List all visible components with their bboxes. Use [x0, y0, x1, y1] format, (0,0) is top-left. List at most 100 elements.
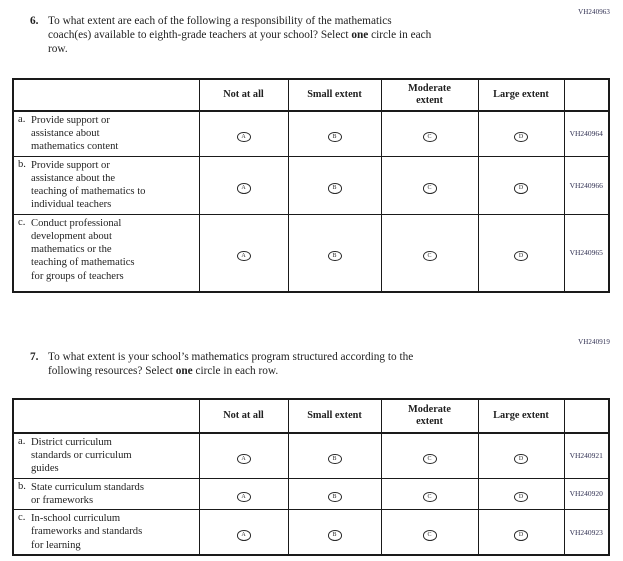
answer-bubble-c[interactable]: C [422, 453, 437, 465]
row-label-cell: a. District curriculum standards or curri… [12, 432, 200, 479]
row-label-cell: a. Provide support or assistance about ma… [12, 110, 200, 157]
survey-item-code-q6: VH240963 [578, 8, 610, 16]
answer-bubble-a[interactable]: A [236, 530, 251, 541]
answer-bubble-b[interactable]: B [327, 530, 342, 541]
row-label: District curriculum standards or curricu… [31, 437, 132, 475]
row-label-cell: b. State curriculum standards or framewor… [12, 477, 200, 511]
row-item-code: VH240965 [563, 213, 610, 293]
option-cell: B [287, 509, 382, 556]
answer-bubble-d[interactable]: D [514, 491, 528, 503]
option-cell: D [477, 213, 565, 293]
option-cell: D [477, 509, 565, 556]
question-7-text-bold: one [175, 365, 193, 377]
option-cell: A [198, 509, 289, 556]
answer-bubble-b[interactable]: B [327, 491, 342, 503]
table-row: b. State curriculum standards or framewor… [12, 477, 610, 511]
question-6-text-pre: To what extent are each of the following… [48, 15, 392, 41]
answer-bubble-c[interactable]: C [422, 250, 437, 262]
answer-bubble-a[interactable]: A [236, 250, 251, 262]
option-cell: D [477, 155, 565, 215]
option-cell: D [477, 110, 565, 157]
option-cell: B [287, 213, 382, 293]
row-label: State curriculum standards or frameworks [31, 481, 144, 506]
table-row: a. Provide support or assistance about ma… [12, 110, 610, 157]
question-6-number: 6. [30, 15, 39, 27]
row-item-code: VH240923 [563, 509, 610, 556]
answer-bubble-d[interactable]: D [514, 453, 528, 465]
option-cell: C [380, 509, 479, 556]
row-item-code: VH240920 [563, 477, 610, 511]
answer-bubble-c[interactable]: C [422, 131, 437, 143]
answer-bubble-a[interactable]: A [236, 131, 251, 143]
row-label-cell: b. Provide support or assistance about th… [12, 155, 200, 215]
answer-bubble-b[interactable]: B [327, 183, 342, 194]
row-label-cell: c. In-school curriculum frameworks and st… [12, 509, 200, 556]
option-cell: C [380, 432, 479, 479]
row-label-cell: c. Conduct professional development about… [12, 213, 200, 293]
answer-bubble-d[interactable]: D [514, 183, 528, 194]
answer-bubble-b[interactable]: B [327, 250, 342, 262]
header-cell-small-extent: Small extent [287, 78, 382, 112]
header-cell-code-blank [563, 398, 610, 434]
question-7-text-post: circle in each row. [192, 365, 279, 377]
answer-bubble-c[interactable]: C [422, 491, 437, 503]
survey-item-code-q7: VH240919 [578, 338, 610, 346]
table-row: a. District curriculum standards or curri… [12, 432, 610, 479]
option-cell: C [380, 477, 479, 511]
option-cell: C [380, 155, 479, 215]
option-cell: A [198, 213, 289, 293]
answer-bubble-d[interactable]: D [514, 250, 528, 262]
row-letter: c. [18, 216, 26, 228]
row-item-code: VH240966 [563, 155, 610, 215]
option-cell: C [380, 110, 479, 157]
answer-bubble-a[interactable]: A [236, 453, 251, 465]
table-header-row: Not at all Small extent Moderate extent … [12, 398, 610, 434]
row-label: Provide support or assistance about the … [31, 159, 146, 211]
row-letter: a. [18, 114, 26, 125]
option-cell: A [198, 432, 289, 479]
question-7-table: Not at all Small extent Moderate extent … [12, 398, 610, 556]
header-cell-code-blank [563, 78, 610, 112]
row-letter: b. [18, 480, 26, 492]
row-letter: b. [18, 158, 26, 170]
header-cell-not-at-all: Not at all [198, 398, 289, 434]
question-7-text: To what extent is your school’s mathemat… [48, 351, 413, 377]
option-cell: C [380, 213, 479, 293]
header-cell-moderate-extent: Moderate extent [380, 78, 479, 112]
row-letter: c. [18, 512, 26, 524]
table-header-row: Not at all Small extent Moderate extent … [12, 78, 610, 112]
header-cell-small-extent: Small extent [287, 398, 382, 434]
option-cell: B [287, 432, 382, 479]
header-cell-not-at-all: Not at all [198, 78, 289, 112]
header-cell-blank [12, 398, 200, 434]
question-6-text: To what extent are each of the following… [48, 15, 431, 55]
row-label: In-school curriculum frameworks and stan… [31, 513, 143, 551]
answer-bubble-a[interactable]: A [236, 491, 251, 503]
answer-bubble-c[interactable]: C [422, 183, 437, 194]
header-cell-blank [12, 78, 200, 112]
question-6-text-bold: one [351, 29, 369, 41]
row-label: Provide support or assistance about math… [31, 115, 119, 153]
option-cell: D [477, 477, 565, 511]
option-cell: B [287, 155, 382, 215]
question-7-text-pre: To what extent is your school’s mathemat… [48, 351, 414, 377]
header-cell-large-extent: Large extent [477, 398, 565, 434]
answer-bubble-b[interactable]: B [327, 453, 342, 465]
option-cell: A [198, 477, 289, 511]
option-cell: A [198, 110, 289, 157]
row-item-code: VH240921 [563, 432, 610, 479]
table-row: b. Provide support or assistance about th… [12, 155, 610, 215]
answer-bubble-d[interactable]: D [514, 530, 528, 541]
question-6-table: Not at all Small extent Moderate extent … [12, 78, 610, 294]
header-cell-moderate-extent: Moderate extent [380, 398, 479, 434]
row-item-code: VH240964 [563, 110, 610, 157]
option-cell: B [287, 110, 382, 157]
option-cell: B [287, 477, 382, 511]
answer-bubble-d[interactable]: D [514, 131, 528, 143]
answer-bubble-b[interactable]: B [327, 131, 342, 143]
answer-bubble-c[interactable]: C [422, 530, 437, 541]
row-label: Conduct professional development about m… [31, 217, 135, 282]
question-7-number: 7. [30, 351, 39, 363]
answer-bubble-a[interactable]: A [236, 183, 251, 194]
